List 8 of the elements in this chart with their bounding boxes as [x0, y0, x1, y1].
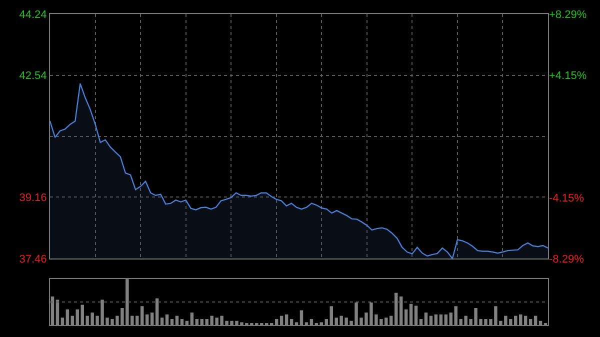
- y2-tick-label: +8.29%: [549, 8, 587, 21]
- y-tick-label: 42.54: [19, 70, 47, 82]
- y-tick-label: 44.24: [19, 8, 47, 21]
- y-tick-label: 39.16: [19, 192, 47, 204]
- y2-tick-label: -8.29%: [549, 253, 584, 266]
- y-tick-label: 37.46: [19, 253, 47, 266]
- y2-tick-label: -4.15%: [549, 192, 584, 204]
- y2-tick-label: +4.15%: [549, 70, 587, 82]
